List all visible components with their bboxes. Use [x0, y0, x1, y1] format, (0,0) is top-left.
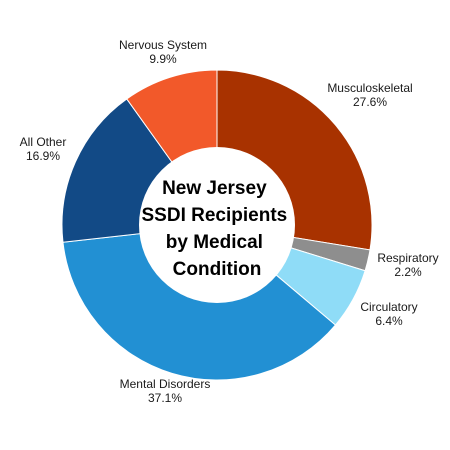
donut-hole [139, 147, 295, 303]
slice-value-musculoskeletal: 27.6% [353, 95, 387, 109]
slice-label-mental-disorders: Mental Disorders [120, 377, 211, 391]
chart-title: New Jersey SSDI Recipients by Medical Co… [142, 178, 293, 280]
slice-value-circulatory: 6.4% [375, 314, 403, 328]
slice-value-mental-disorders: 37.1% [148, 391, 182, 405]
slice-label-circulatory: Circulatory [360, 300, 417, 314]
slice-value-respiratory: 2.2% [394, 265, 422, 279]
title-line-1: New Jersey [162, 178, 267, 199]
title-line-3: by Medical [166, 232, 263, 253]
slice-label-respiratory: Respiratory [377, 251, 438, 265]
slice-label-musculoskeletal: Musculoskeletal [327, 81, 412, 95]
slice-value-nervous-system: 9.9% [149, 52, 177, 66]
title-line-4: Condition [173, 259, 262, 280]
slices-group [61, 69, 373, 381]
slice-value-all-other: 16.9% [26, 149, 60, 163]
slice-label-nervous-system: Nervous System [119, 38, 207, 52]
slice-label-all-other: All Other [20, 135, 67, 149]
title-line-2: SSDI Recipients [142, 205, 288, 226]
